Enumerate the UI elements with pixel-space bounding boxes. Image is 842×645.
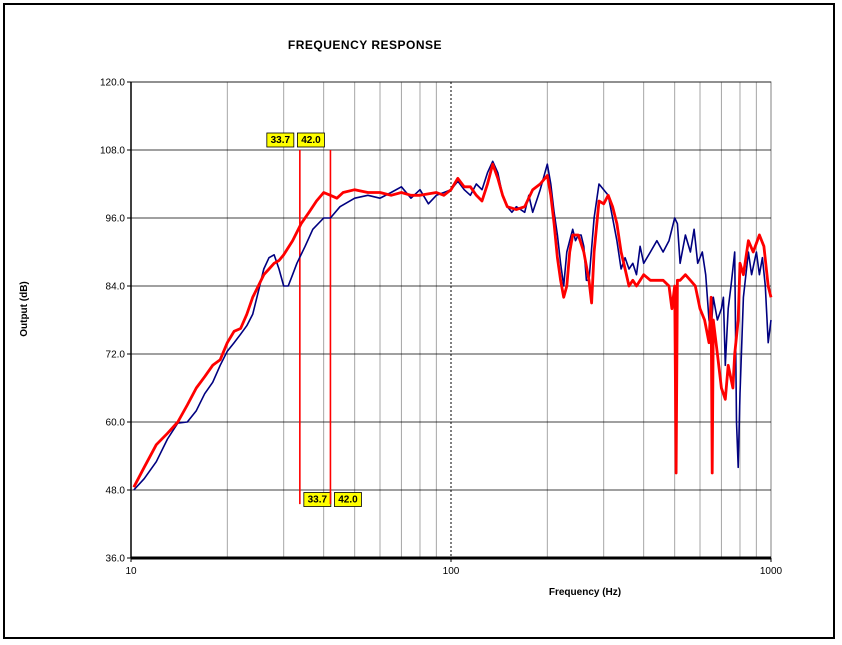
frequency-response-chart: FREQUENCY RESPONSE Frequency (Hz) Output…: [19, 38, 783, 598]
y-tick-label: 72.0: [106, 350, 126, 361]
y-axis-label: Output (dB): [19, 281, 30, 337]
x-tick-label: 10: [125, 566, 137, 577]
y-tick-label: 120.0: [100, 78, 125, 89]
y-tick-label: 60.0: [106, 418, 126, 429]
x-axis-label: Frequency (Hz): [549, 587, 621, 598]
chart-frame: FREQUENCY RESPONSE Frequency (Hz) Output…: [3, 3, 835, 639]
plot-area: 36.0 48.0 60.0 72.0 84.0 96.0 108.0 120.0 10 100 1…: [100, 78, 783, 578]
marker-label-bottom: 33.7: [308, 495, 328, 506]
y-tick-label: 96.0: [106, 214, 126, 225]
marker-label-top: 33.7: [271, 135, 291, 146]
marker-label-top: 42.0: [301, 135, 321, 146]
marker-label-box: [334, 492, 362, 507]
y-tick-label: 84.0: [106, 282, 126, 293]
marker-label-box: [297, 132, 325, 148]
marker-label-box: [266, 132, 295, 148]
y-tick-label: 36.0: [106, 554, 126, 565]
x-tick-label: 100: [443, 566, 460, 577]
series-line-red: [132, 162, 773, 488]
marker-label-bottom: 42.0: [338, 495, 358, 506]
y-tick-label: 48.0: [106, 486, 126, 497]
y-tick-label: 108.0: [100, 146, 125, 157]
x-tick-label: 1000: [760, 566, 783, 577]
chart-title: FREQUENCY RESPONSE: [288, 38, 442, 52]
